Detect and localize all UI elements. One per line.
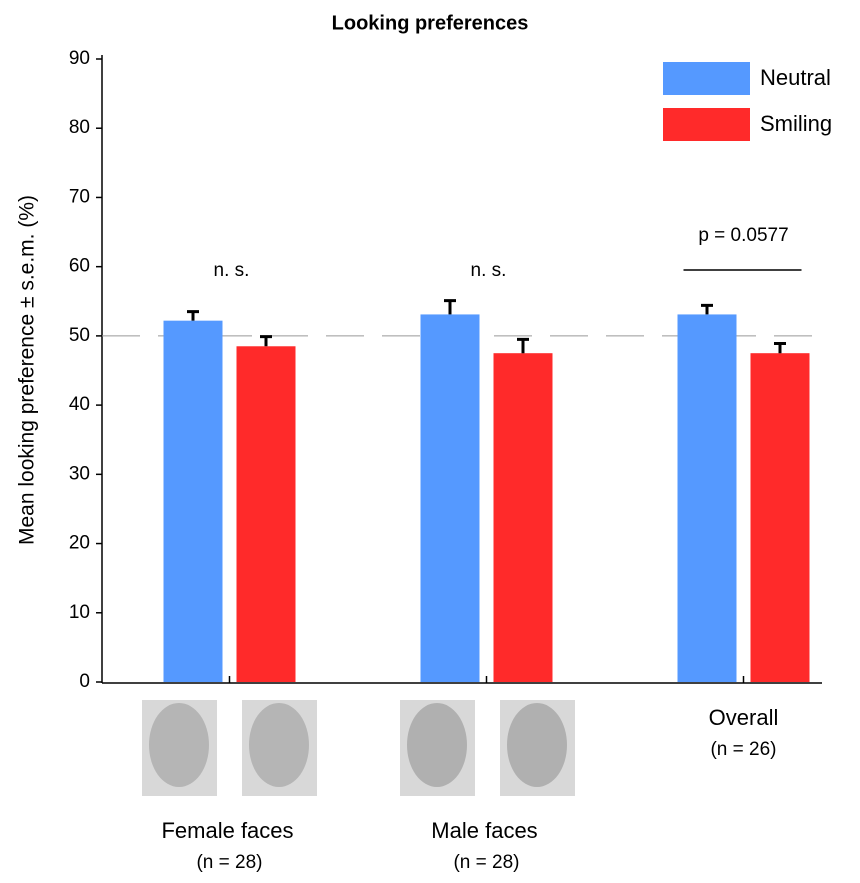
sample-size: (n = 28): [453, 852, 519, 873]
y-tick-label: 20: [69, 533, 90, 554]
bar: [677, 314, 737, 682]
annotation: n. s.: [471, 260, 507, 281]
y-tick-label: 30: [69, 463, 90, 484]
error-bar: [187, 310, 199, 321]
x-tick-label: Overall: [709, 705, 779, 730]
bar: [750, 353, 810, 682]
y-tick-label: 80: [69, 117, 90, 138]
bar: [420, 314, 480, 682]
y-tick-label: 60: [69, 256, 90, 277]
y-tick-label: 10: [69, 602, 90, 623]
y-tick-label: 40: [69, 394, 90, 415]
error-bar: [701, 303, 713, 315]
legend-swatch: [663, 108, 750, 141]
bar: [493, 353, 553, 682]
chart-title: Looking preferences: [332, 12, 529, 34]
error-bar: [774, 342, 786, 354]
error-bar: [260, 335, 272, 347]
sample-size: (n = 28): [196, 852, 262, 873]
y-tick-label: 0: [79, 671, 90, 692]
y-axis-label: Mean looking preference ± s.e.m. (%): [16, 195, 39, 545]
x-tick-label: Male faces: [431, 818, 537, 843]
annotation: p = 0.0577: [698, 225, 788, 246]
error-bar: [444, 299, 456, 315]
sample-size: (n = 26): [710, 739, 776, 760]
error-bar: [517, 337, 529, 354]
legend-label: Neutral: [760, 65, 831, 90]
legend-swatch: [663, 62, 750, 95]
bar: [236, 346, 296, 682]
annotation: n. s.: [214, 260, 250, 281]
face-images: [142, 700, 575, 796]
legend-label: Smiling: [760, 111, 832, 136]
y-tick-label: 70: [69, 186, 90, 207]
y-tick-label: 90: [69, 48, 90, 69]
bar: [163, 320, 223, 682]
x-tick-label: Female faces: [161, 818, 293, 843]
y-tick-label: 50: [69, 325, 90, 346]
